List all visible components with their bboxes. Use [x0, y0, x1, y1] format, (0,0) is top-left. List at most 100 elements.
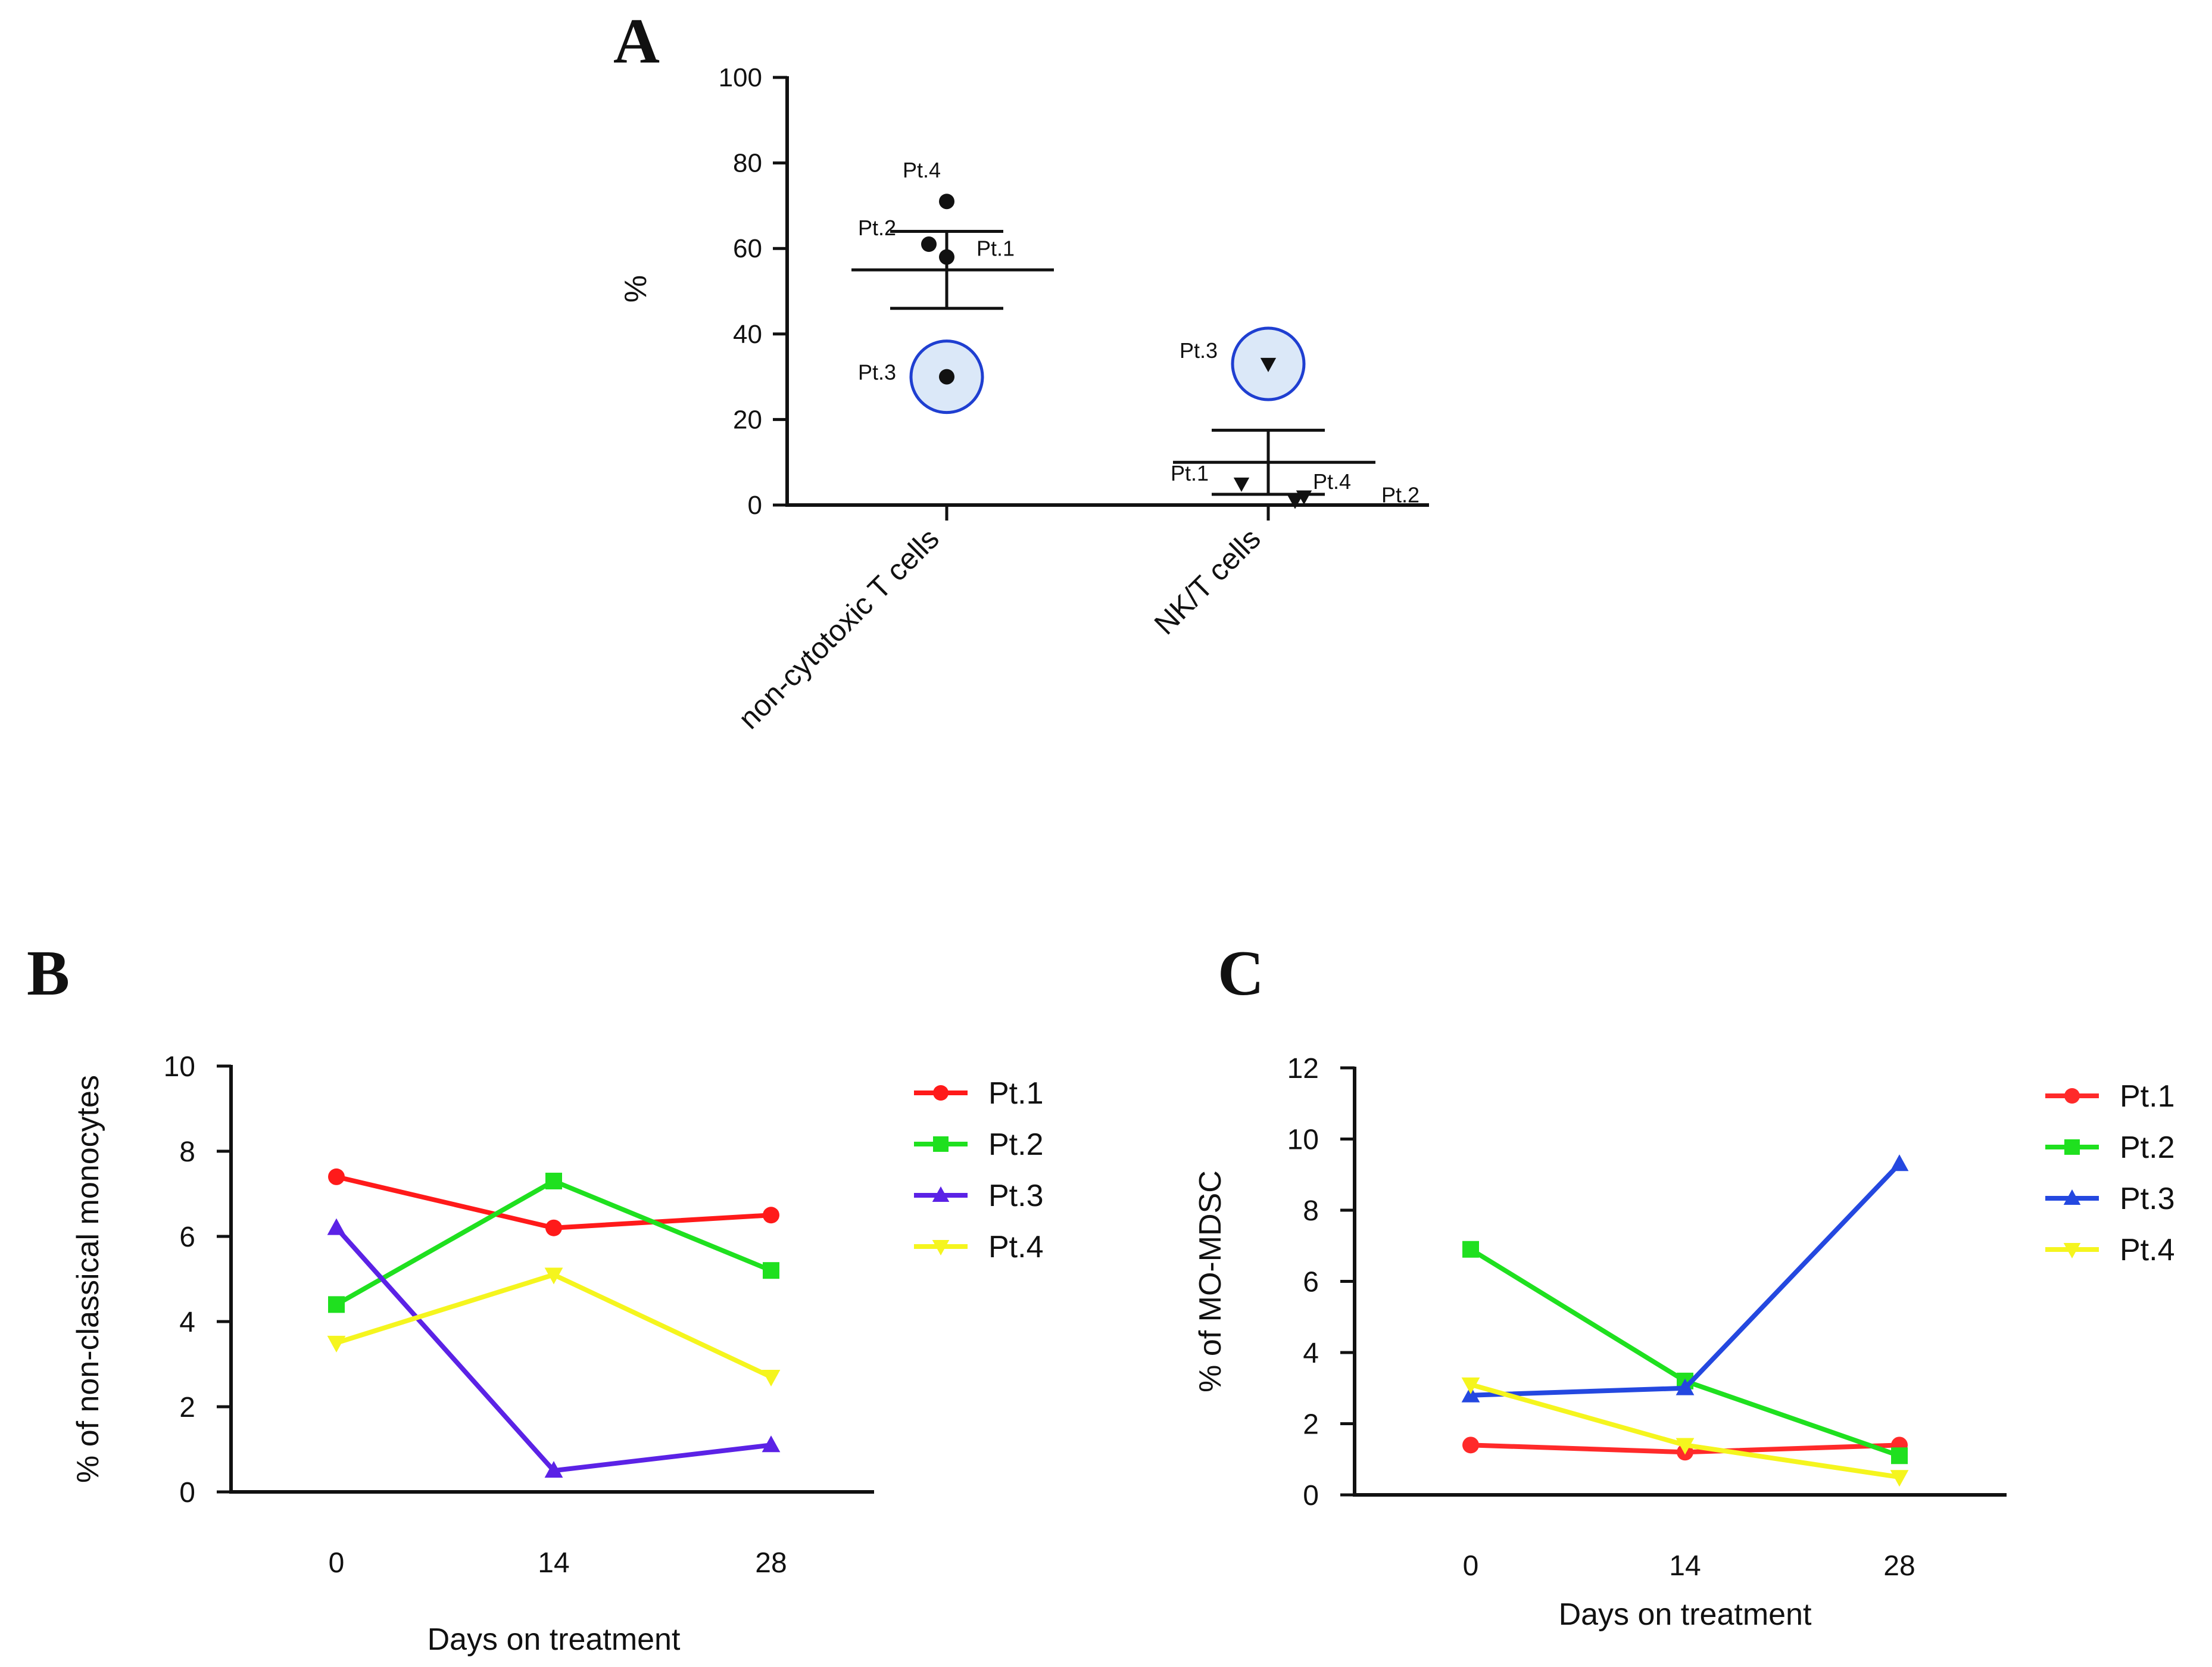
panel-c-x-tick-label: 0 — [1463, 1550, 1479, 1582]
panel-c-data-marker — [1890, 1154, 1909, 1171]
panel-c-y-tick-label: 4 — [1303, 1338, 1319, 1369]
panel-b-data-marker — [328, 1168, 345, 1185]
panel-a-data-point — [1233, 477, 1250, 492]
panel-a-data-point — [1260, 357, 1277, 372]
panel-b-x-tick-label: 0 — [329, 1547, 345, 1579]
panel-c-legend-label: Pt.4 — [2120, 1233, 2175, 1267]
panel-a-data-point — [939, 369, 954, 385]
panel-b-y-axis-title: % of non-classical monocytes — [71, 1075, 105, 1483]
panel-a-y-tick-label: 100 — [719, 63, 762, 92]
panel-c-legend-marker — [2064, 1088, 2080, 1104]
panel-c-legend-label: Pt.2 — [2120, 1130, 2175, 1165]
panel-c-y-tick-label: 2 — [1303, 1409, 1319, 1441]
panel-b-legend-label: Pt.3 — [988, 1179, 1044, 1213]
panel-c-legend-label: Pt.1 — [2120, 1079, 2175, 1114]
panel-a-y-tick-label: 20 — [733, 405, 762, 434]
panel-a-y-tick-label: 60 — [733, 234, 762, 263]
panel-b-lines — [327, 1168, 781, 1478]
panel-a-y-axis-title: % — [619, 275, 653, 303]
panel-c-legend-marker — [2064, 1139, 2080, 1155]
panel-c-axes — [1340, 1066, 2007, 1497]
panel-c-y-tick-label: 6 — [1303, 1267, 1319, 1298]
panel-b-data-marker — [327, 1335, 346, 1353]
panel-c-y-tick-label: 10 — [1287, 1124, 1319, 1156]
panel-c-legend-marker — [2063, 1242, 2081, 1258]
panel-c-x-tick-label: 28 — [1883, 1550, 1915, 1582]
panel-a-data-point — [1287, 494, 1303, 509]
panel-b-data-marker — [544, 1267, 563, 1285]
panel-b-legend-marker — [933, 1085, 949, 1101]
panel-a-point-annotation: Pt.1 — [1171, 461, 1209, 485]
panel-c-x-tick-label: 14 — [1669, 1550, 1701, 1582]
panel-c-x-axis-title: Days on treatment — [1559, 1597, 1812, 1632]
panel-b-y-tick-label: 8 — [179, 1136, 195, 1168]
panel-b-legend-label: Pt.2 — [988, 1127, 1044, 1162]
panel-c-data-marker — [1676, 1438, 1695, 1455]
panel-c-labels: 0 2 4 6 8 10 12 0 14 28 Days on treatment % of MO-M… — [1193, 1053, 1915, 1632]
panel-b-data-marker — [327, 1218, 346, 1235]
panel-a-point-annotation: Pt.4 — [903, 158, 941, 182]
panel-a-point-annotation: Pt.3 — [1180, 338, 1218, 363]
panel-b-legend-marker — [932, 1239, 950, 1255]
panel-a-data-point — [939, 249, 954, 265]
panel-b-data-marker — [544, 1461, 563, 1478]
panel-a-point-annotation: Pt.1 — [976, 236, 1015, 261]
panel-b-data-marker — [545, 1219, 562, 1236]
panel-letter-b: B — [27, 938, 70, 1009]
panel-b-y-tick-label: 0 — [179, 1477, 195, 1509]
panel-c-data-marker — [1462, 1241, 1479, 1258]
panel-a-marks — [851, 194, 1375, 509]
panel-c-data-marker — [1462, 1437, 1479, 1454]
panel-b-data-marker — [545, 1173, 562, 1190]
panel-b-x-tick-label: 28 — [755, 1547, 787, 1579]
panel-a-axes — [773, 76, 1429, 521]
panel-b-x-tick-label: 14 — [538, 1547, 569, 1579]
panel-c-y-axis-title: % of MO-MDSC — [1193, 1170, 1228, 1392]
panel-b-legend-label: Pt.4 — [988, 1230, 1044, 1264]
panel-b-legend-label: Pt.1 — [988, 1076, 1044, 1111]
panel-c-data-marker — [1461, 1377, 1480, 1394]
panel-c-legend: Pt.1 Pt.2 Pt.3 Pt.4 — [2045, 1079, 2175, 1267]
panel-b-data-marker — [762, 1370, 781, 1387]
panel-b-data-marker — [763, 1207, 779, 1224]
panel-c-legend-label: Pt.3 — [2120, 1182, 2175, 1216]
panel-a-y-tick-label: 40 — [733, 320, 762, 349]
panel-c-legend-marker — [2063, 1189, 2081, 1205]
panel-b-legend: Pt.1 Pt.2 Pt.3 Pt.4 — [914, 1076, 1044, 1264]
panel-b-x-axis-title: Days on treatment — [428, 1622, 681, 1657]
panel-b: 0 2 4 6 8 10 0 14 28 Days on treatment % of non-cl… — [71, 1051, 1044, 1657]
panel-a-y-tick-label: 0 — [748, 491, 762, 520]
panel-a-data-point — [921, 236, 937, 253]
panel-a-data-point — [939, 194, 954, 210]
panel-c-data-marker — [1890, 1470, 1909, 1487]
panel-c-y-tick-label: 8 — [1303, 1195, 1319, 1227]
panel-b-y-tick-label: 6 — [179, 1222, 195, 1253]
panel-b-legend-marker — [932, 1186, 950, 1202]
panel-a-point-annotation: Pt.4 — [1313, 469, 1351, 494]
panel-b-data-marker — [328, 1296, 345, 1313]
panel-b-labels: 0 2 4 6 8 10 0 14 28 Days on treatment % of non-cl… — [71, 1051, 787, 1657]
panel-b-axes — [217, 1064, 874, 1494]
panel-c: 0 2 4 6 8 10 12 0 14 28 Days on treatment % of MO-M… — [1193, 1053, 2175, 1632]
panel-letter-a: A — [613, 6, 660, 77]
panel-a-point-annotation: Pt.2 — [1381, 483, 1419, 507]
panel-b-data-marker — [763, 1262, 779, 1279]
panel-c-y-tick-label: 0 — [1303, 1480, 1319, 1512]
panel-a-y-tick-label: 80 — [733, 149, 762, 178]
panel-c-y-tick-label: 12 — [1287, 1053, 1319, 1085]
panel-b-y-tick-label: 2 — [179, 1392, 195, 1423]
panel-b-legend-marker — [933, 1136, 949, 1152]
panel-letters: A B C — [27, 6, 1264, 1009]
panel-b-y-tick-label: 10 — [164, 1051, 195, 1083]
panel-c-data-marker — [1891, 1447, 1908, 1465]
panel-a-point-annotation: Pt.3 — [858, 360, 896, 385]
panel-a-data-point — [1296, 490, 1312, 505]
panel-a-point-annotation: Pt.2 — [858, 216, 896, 240]
panel-c-lines — [1461, 1154, 1909, 1487]
panel-letter-c: C — [1218, 938, 1264, 1009]
panel-b-y-tick-label: 4 — [179, 1307, 195, 1338]
panel-c-data-marker — [1676, 1378, 1695, 1395]
panel-b-data-marker — [762, 1435, 781, 1453]
